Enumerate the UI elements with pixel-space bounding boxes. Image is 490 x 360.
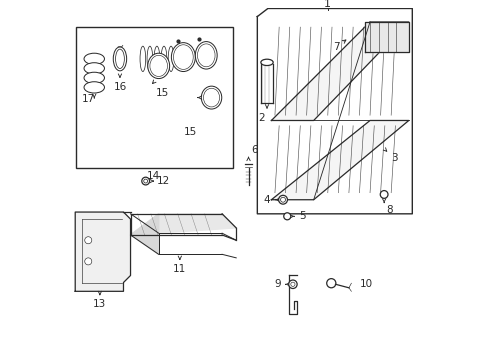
Ellipse shape xyxy=(147,46,153,72)
Ellipse shape xyxy=(172,42,196,72)
Polygon shape xyxy=(130,214,236,235)
Ellipse shape xyxy=(201,86,222,109)
Polygon shape xyxy=(271,22,409,121)
Text: 10: 10 xyxy=(360,279,373,289)
Ellipse shape xyxy=(154,46,160,72)
Ellipse shape xyxy=(281,197,286,202)
Polygon shape xyxy=(130,214,159,254)
Ellipse shape xyxy=(173,45,193,69)
Ellipse shape xyxy=(144,179,147,183)
Ellipse shape xyxy=(197,44,215,67)
Ellipse shape xyxy=(84,53,104,64)
Text: 12: 12 xyxy=(157,176,170,186)
Text: 1: 1 xyxy=(324,0,331,9)
Bar xyxy=(76,27,233,168)
Ellipse shape xyxy=(142,177,149,185)
Ellipse shape xyxy=(196,42,217,69)
Ellipse shape xyxy=(150,55,168,76)
Text: 15: 15 xyxy=(184,127,197,137)
Polygon shape xyxy=(75,212,130,291)
Text: 5: 5 xyxy=(299,211,305,221)
Polygon shape xyxy=(271,121,409,200)
Ellipse shape xyxy=(116,49,124,68)
Ellipse shape xyxy=(380,190,388,198)
Ellipse shape xyxy=(168,46,174,72)
Text: 13: 13 xyxy=(93,300,106,309)
Ellipse shape xyxy=(161,46,167,72)
Text: 15: 15 xyxy=(156,88,169,98)
Ellipse shape xyxy=(148,53,170,78)
Text: 3: 3 xyxy=(392,153,398,163)
Ellipse shape xyxy=(203,88,220,107)
Circle shape xyxy=(289,280,297,288)
Text: 4: 4 xyxy=(264,195,270,205)
Ellipse shape xyxy=(84,63,104,74)
Text: 11: 11 xyxy=(173,264,187,274)
Circle shape xyxy=(85,258,92,265)
Ellipse shape xyxy=(140,46,146,72)
Circle shape xyxy=(85,237,92,244)
Ellipse shape xyxy=(113,47,126,71)
Text: 8: 8 xyxy=(386,205,392,215)
Circle shape xyxy=(291,282,295,287)
Ellipse shape xyxy=(84,82,104,93)
Circle shape xyxy=(327,279,336,288)
Text: 17: 17 xyxy=(82,94,95,104)
Polygon shape xyxy=(365,22,409,52)
Ellipse shape xyxy=(261,59,273,66)
Text: 9: 9 xyxy=(274,279,281,289)
Text: 14: 14 xyxy=(147,171,160,181)
Text: 2: 2 xyxy=(259,113,265,123)
Ellipse shape xyxy=(279,195,288,204)
Ellipse shape xyxy=(84,72,104,84)
Text: 7: 7 xyxy=(333,41,340,51)
Ellipse shape xyxy=(284,213,291,220)
Text: 16: 16 xyxy=(113,82,126,92)
Text: 6: 6 xyxy=(251,145,258,156)
